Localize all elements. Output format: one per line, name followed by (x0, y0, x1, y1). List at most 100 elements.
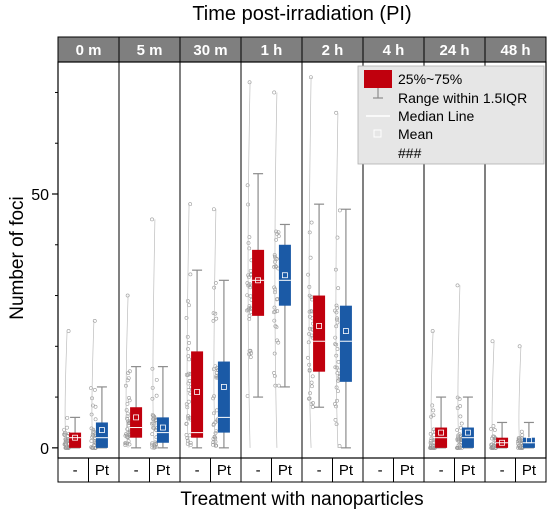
chart-title: Time post-irradiation (PI) (192, 3, 411, 25)
data-point (276, 383, 281, 388)
data-point (150, 396, 155, 401)
header-cell (362, 36, 425, 63)
data-point (307, 314, 312, 319)
data-point (187, 340, 192, 345)
data-point (307, 230, 312, 235)
data-point (211, 318, 216, 323)
data-point (123, 441, 128, 446)
data-point (455, 428, 460, 432)
mean-marker (221, 384, 227, 390)
data-point (431, 413, 436, 418)
iqr-box (278, 244, 291, 306)
header-label: 48 h (500, 42, 530, 59)
data-point (154, 393, 159, 398)
iqr-box (339, 305, 352, 382)
data-point (333, 365, 338, 370)
data-point (185, 436, 190, 440)
data-point (310, 374, 315, 379)
data-point (310, 384, 314, 389)
data-point (188, 440, 193, 445)
data-point (334, 404, 338, 409)
data-point (150, 442, 154, 447)
data-point (311, 401, 315, 405)
data-point (127, 398, 132, 403)
density-curve (91, 320, 95, 448)
data-point (185, 334, 190, 339)
data-point (274, 229, 278, 234)
header-label: 0 m (76, 42, 102, 59)
mean-marker (465, 429, 471, 436)
mean-marker (316, 323, 322, 329)
data-point (490, 445, 495, 450)
data-point (336, 286, 341, 291)
data-point (93, 417, 98, 422)
data-point (334, 110, 339, 115)
data-point (245, 281, 250, 285)
x-axis: - Pt - Pt - Pt - Pt - Pt - Pt - Pt - Pt (57, 457, 547, 483)
treatment-tick-label: Pt (400, 462, 415, 479)
data-point (247, 235, 252, 240)
data-point (127, 369, 132, 374)
data-point (247, 317, 252, 321)
header-label: 30 m (193, 42, 227, 59)
data-point (489, 445, 494, 450)
data-point (184, 316, 189, 320)
treatment-tick-label: Pt (278, 462, 293, 479)
data-point (272, 374, 277, 378)
legend-label-median: Median Line (398, 108, 474, 124)
data-point (187, 433, 192, 438)
data-point (245, 293, 250, 298)
data-point (184, 422, 189, 426)
data-point (213, 311, 218, 316)
data-point (307, 326, 312, 331)
data-point (186, 399, 191, 404)
iqr-box (313, 295, 326, 372)
data-point (459, 421, 464, 426)
data-point (246, 307, 251, 312)
legend-label-mean: Mean (398, 126, 433, 142)
data-point (213, 431, 218, 435)
data-point (272, 305, 277, 310)
treatment-tick-label: - (256, 462, 261, 479)
y-axis-label: Number of foci (7, 196, 28, 320)
density-curve (335, 112, 339, 448)
data-point (211, 422, 216, 427)
data-point (62, 433, 67, 437)
data-point (246, 275, 251, 280)
legend-box-swatch (364, 70, 392, 88)
data-point (248, 285, 253, 290)
legend-label-box: 25%~75% (398, 71, 462, 87)
density-curve (430, 331, 434, 448)
data-point (276, 340, 281, 345)
density-curve (64, 331, 68, 448)
data-point (211, 311, 216, 316)
data-point (188, 443, 193, 447)
data-point (248, 268, 253, 273)
data-point (458, 414, 463, 419)
mean-marker (438, 429, 444, 436)
data-point (214, 316, 219, 321)
data-point (188, 272, 193, 277)
density-curve (247, 82, 251, 448)
data-point (306, 272, 311, 277)
header-label: 5 m (137, 42, 163, 59)
data-point (123, 443, 128, 448)
data-point (458, 404, 463, 409)
treatment-tick-label: Pt (95, 462, 110, 479)
iqr-box (95, 422, 108, 448)
data-point (272, 310, 276, 315)
data-point (247, 80, 252, 85)
treatment-tick-label: - (317, 462, 322, 479)
data-point (150, 366, 155, 371)
data-point (337, 208, 342, 213)
treatment-tick-label: Pt (461, 462, 476, 479)
data-point (246, 241, 251, 245)
data-point (431, 445, 436, 450)
data-point (273, 383, 278, 388)
data-point (455, 283, 460, 288)
treatment-tick-label: - (134, 462, 139, 479)
legend-label-outlier: ### (398, 145, 422, 161)
mean-marker (343, 328, 349, 334)
treatment-tick-label: - (195, 462, 200, 479)
data-point (272, 318, 277, 323)
